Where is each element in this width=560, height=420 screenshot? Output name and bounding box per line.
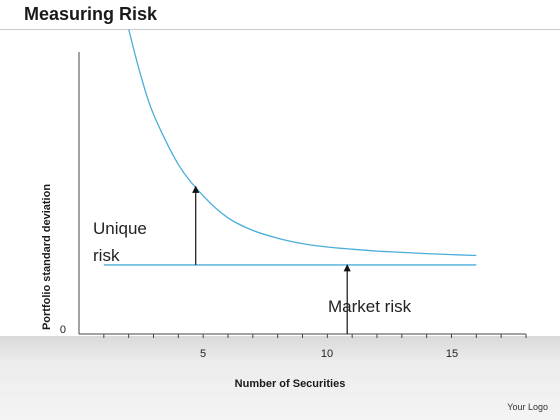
y-axis-title: Portfolio standard deviation — [41, 184, 53, 330]
y-tick-zero: 0 — [60, 324, 66, 336]
bottom-band — [0, 336, 560, 420]
market-risk-label: Market risk — [328, 297, 412, 316]
x-tick-marks — [103, 334, 527, 338]
unique-risk-label-line2: risk — [93, 246, 120, 265]
header-band: Measuring Risk — [0, 0, 560, 30]
unique-risk-label-line1: Unique — [93, 219, 147, 238]
x-axis-title: Number of Securities — [235, 378, 346, 390]
footer-logo-text: Your Logo — [507, 402, 548, 412]
x-tick-label-10: 10 — [321, 348, 333, 360]
x-tick-label-15: 15 — [446, 348, 458, 360]
total-risk-curve — [128, 29, 477, 257]
x-tick-label-5: 5 — [200, 348, 206, 360]
header-divider — [0, 29, 560, 30]
page-title: Measuring Risk — [24, 4, 158, 24]
